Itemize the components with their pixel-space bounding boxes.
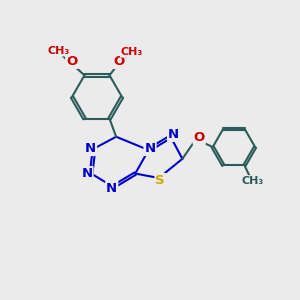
Text: S: S — [155, 174, 165, 187]
Text: CH₃: CH₃ — [121, 47, 143, 57]
Text: N: N — [81, 167, 93, 180]
Text: N: N — [106, 182, 117, 195]
Text: O: O — [66, 55, 77, 68]
Text: CH₃: CH₃ — [47, 46, 70, 56]
Text: N: N — [85, 142, 96, 155]
Text: N: N — [144, 142, 156, 155]
Text: O: O — [194, 131, 205, 144]
Text: N: N — [168, 128, 179, 141]
Text: O: O — [114, 55, 125, 68]
Text: CH₃: CH₃ — [242, 176, 264, 186]
